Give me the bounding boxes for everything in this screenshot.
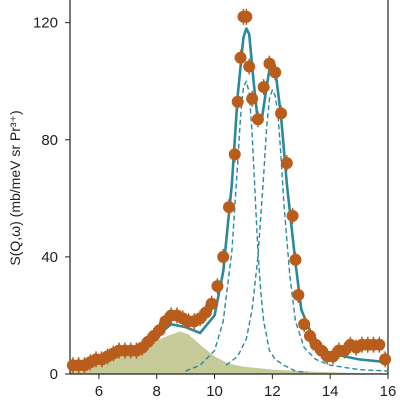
data-point — [303, 329, 316, 342]
ticks: 6 8 10 12 14 16 0 40 80 120 — [33, 15, 396, 400]
data-point — [205, 297, 218, 310]
y-tick-label: 120 — [33, 15, 58, 32]
total-fit-line — [69, 27, 389, 367]
data-point — [223, 201, 235, 214]
x-tick-label: 14 — [322, 383, 339, 400]
data-point — [379, 353, 392, 366]
data-point — [289, 253, 302, 266]
x-tick-label: 8 — [153, 383, 161, 400]
x-tick-label: 6 — [95, 383, 103, 400]
data-points — [66, 8, 392, 374]
data-point — [211, 280, 224, 293]
data-point — [269, 66, 282, 79]
data-point — [298, 318, 311, 331]
data-point — [231, 95, 244, 108]
y-tick-label: 80 — [41, 132, 58, 149]
axes — [69, 0, 389, 375]
data-point — [263, 57, 276, 70]
data-point — [286, 209, 299, 222]
data-point — [217, 250, 230, 263]
peak-fit-line — [185, 80, 308, 374]
data-point — [199, 306, 212, 319]
data-point — [228, 148, 241, 161]
data-point — [280, 157, 293, 170]
peak-fit-line — [225, 89, 389, 372]
y-axis-label: S(Q,ω) (mb/meV sr Pr³⁺) — [7, 110, 23, 265]
data-point — [251, 113, 264, 126]
data-point — [234, 51, 247, 64]
data-point — [257, 81, 270, 94]
data-point — [292, 288, 305, 301]
x-tick-label: 10 — [206, 383, 223, 400]
data-point — [153, 324, 166, 337]
data-point — [275, 107, 288, 120]
y-tick-label: 0 — [50, 366, 58, 383]
data-point — [240, 10, 253, 23]
y-tick-label: 40 — [41, 249, 58, 266]
x-tick-label: 16 — [380, 383, 397, 400]
data-point — [246, 92, 259, 105]
fit-curves — [69, 27, 389, 374]
background-fill-area — [70, 331, 388, 374]
data-point — [243, 60, 256, 73]
data-point — [373, 338, 386, 351]
background-fill-layer — [70, 331, 388, 374]
x-tick-label: 12 — [264, 383, 281, 400]
